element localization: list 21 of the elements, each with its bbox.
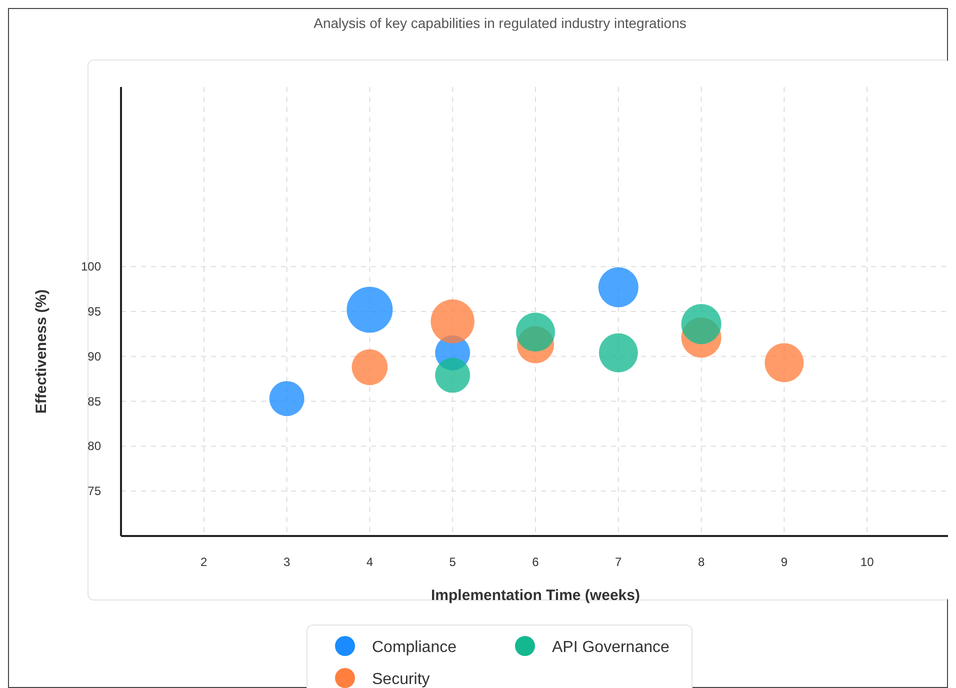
y-tick-label: 85 bbox=[88, 394, 102, 408]
x-tick-label: 7 bbox=[615, 555, 622, 569]
y-tick-label: 80 bbox=[88, 439, 102, 454]
x-tick-label: 3 bbox=[283, 555, 290, 569]
x-tick-label: 10 bbox=[860, 555, 874, 569]
x-tick-label: 9 bbox=[780, 555, 788, 569]
chart-title: Analysis of key capabilities in regulated industry integrations bbox=[314, 15, 686, 31]
y-tick-label: 95 bbox=[88, 304, 102, 318]
legend-label: Security bbox=[372, 671, 430, 688]
x-tick-label: 4 bbox=[366, 555, 374, 569]
x-tick-label: 2 bbox=[200, 555, 208, 569]
legend-label: Compliance bbox=[372, 639, 457, 656]
y-axis-title: Effectiveness (%) bbox=[33, 289, 50, 414]
x-tick-label: 8 bbox=[698, 555, 705, 569]
y-tick-label: 100 bbox=[80, 260, 102, 274]
y-tick-label: 90 bbox=[88, 349, 102, 364]
legend-label: API Governance bbox=[552, 639, 670, 656]
y-tick-label: 75 bbox=[88, 484, 102, 498]
x-tick-label: 6 bbox=[532, 555, 540, 569]
x-tick-label: 5 bbox=[449, 555, 456, 569]
x-axis-title: Implementation Time (weeks) bbox=[431, 587, 640, 604]
